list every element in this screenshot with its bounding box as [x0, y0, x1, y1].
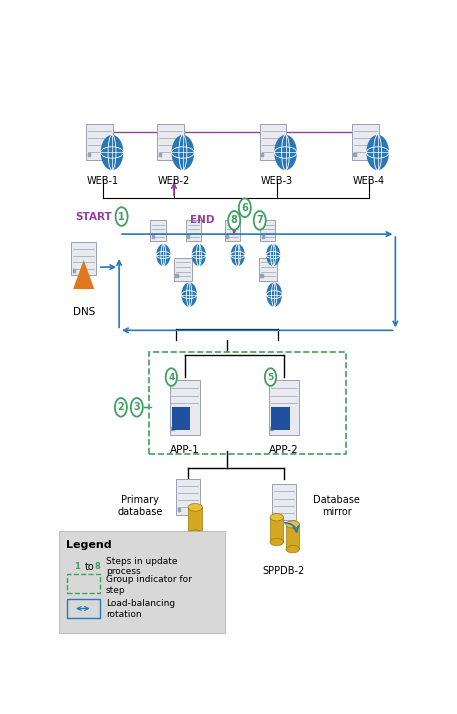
Circle shape: [171, 135, 194, 170]
Circle shape: [367, 135, 389, 170]
Ellipse shape: [188, 530, 202, 538]
FancyBboxPatch shape: [73, 268, 76, 273]
FancyBboxPatch shape: [159, 153, 162, 157]
Text: 8: 8: [95, 562, 101, 571]
Circle shape: [239, 198, 251, 217]
FancyBboxPatch shape: [270, 427, 274, 431]
FancyBboxPatch shape: [260, 274, 264, 278]
FancyBboxPatch shape: [273, 513, 276, 517]
Circle shape: [131, 398, 143, 417]
FancyBboxPatch shape: [261, 153, 265, 157]
Text: 8: 8: [231, 216, 238, 226]
Text: APP-2: APP-2: [269, 445, 299, 455]
Ellipse shape: [286, 545, 299, 553]
FancyBboxPatch shape: [225, 221, 240, 241]
Ellipse shape: [270, 513, 283, 521]
Text: SPPDB-2: SPPDB-2: [263, 565, 305, 575]
FancyBboxPatch shape: [226, 235, 229, 238]
Circle shape: [254, 211, 266, 230]
FancyBboxPatch shape: [177, 508, 181, 512]
Text: Group indicator for
step: Group indicator for step: [106, 575, 192, 595]
Text: WEB-1: WEB-1: [87, 176, 119, 186]
Text: Database
mirror: Database mirror: [314, 496, 361, 517]
FancyBboxPatch shape: [260, 221, 276, 241]
Polygon shape: [286, 524, 299, 549]
Ellipse shape: [188, 503, 202, 511]
Polygon shape: [73, 260, 94, 289]
Text: Load-balancing
rotation: Load-balancing rotation: [106, 599, 175, 619]
Circle shape: [266, 244, 280, 266]
FancyBboxPatch shape: [150, 221, 166, 241]
FancyBboxPatch shape: [86, 124, 113, 160]
Text: END: END: [190, 216, 215, 226]
Text: 4: 4: [168, 373, 175, 381]
FancyBboxPatch shape: [352, 124, 378, 160]
Text: to: to: [85, 562, 95, 572]
FancyBboxPatch shape: [187, 235, 191, 238]
FancyBboxPatch shape: [152, 235, 155, 238]
Text: 6: 6: [241, 203, 248, 213]
FancyBboxPatch shape: [170, 380, 200, 435]
FancyBboxPatch shape: [88, 153, 91, 157]
Circle shape: [228, 211, 240, 230]
FancyBboxPatch shape: [175, 274, 179, 278]
FancyBboxPatch shape: [171, 427, 175, 431]
Circle shape: [92, 558, 103, 575]
Text: 3: 3: [133, 402, 140, 412]
Text: SPPDB-1: SPPDB-1: [167, 560, 209, 570]
Circle shape: [266, 283, 282, 307]
Polygon shape: [188, 508, 202, 534]
Text: 1: 1: [74, 562, 80, 571]
FancyBboxPatch shape: [176, 479, 200, 515]
Text: 2: 2: [117, 402, 124, 412]
Text: 1: 1: [118, 211, 125, 221]
Ellipse shape: [286, 521, 299, 528]
Text: Steps in update
process: Steps in update process: [106, 557, 177, 576]
Circle shape: [115, 398, 127, 417]
FancyBboxPatch shape: [59, 531, 225, 633]
FancyBboxPatch shape: [269, 380, 299, 435]
FancyBboxPatch shape: [272, 484, 296, 520]
FancyBboxPatch shape: [157, 124, 184, 160]
Circle shape: [231, 244, 245, 266]
Circle shape: [192, 244, 206, 266]
Circle shape: [101, 135, 123, 170]
Text: Legend: Legend: [66, 540, 112, 550]
Circle shape: [274, 135, 297, 170]
Text: Primary
database: Primary database: [117, 496, 163, 517]
FancyBboxPatch shape: [259, 258, 277, 281]
Ellipse shape: [270, 538, 283, 545]
Circle shape: [116, 207, 128, 226]
FancyBboxPatch shape: [174, 258, 191, 281]
Text: WEB-4: WEB-4: [353, 176, 385, 186]
Text: WEB-3: WEB-3: [260, 176, 293, 186]
FancyBboxPatch shape: [172, 407, 191, 431]
Circle shape: [265, 368, 276, 386]
Circle shape: [71, 558, 82, 575]
Circle shape: [156, 244, 170, 266]
Text: APP-1: APP-1: [170, 445, 200, 455]
Circle shape: [166, 368, 177, 386]
Text: START: START: [75, 211, 112, 221]
Text: DNS: DNS: [73, 307, 95, 317]
Text: 7: 7: [256, 216, 263, 226]
FancyBboxPatch shape: [71, 242, 96, 276]
FancyBboxPatch shape: [260, 124, 287, 160]
FancyBboxPatch shape: [186, 221, 201, 241]
FancyBboxPatch shape: [271, 407, 290, 431]
FancyBboxPatch shape: [353, 153, 356, 157]
Text: 5: 5: [267, 373, 274, 381]
FancyBboxPatch shape: [262, 235, 265, 238]
Polygon shape: [270, 517, 283, 542]
Circle shape: [181, 283, 197, 307]
Text: WEB-2: WEB-2: [158, 176, 190, 186]
